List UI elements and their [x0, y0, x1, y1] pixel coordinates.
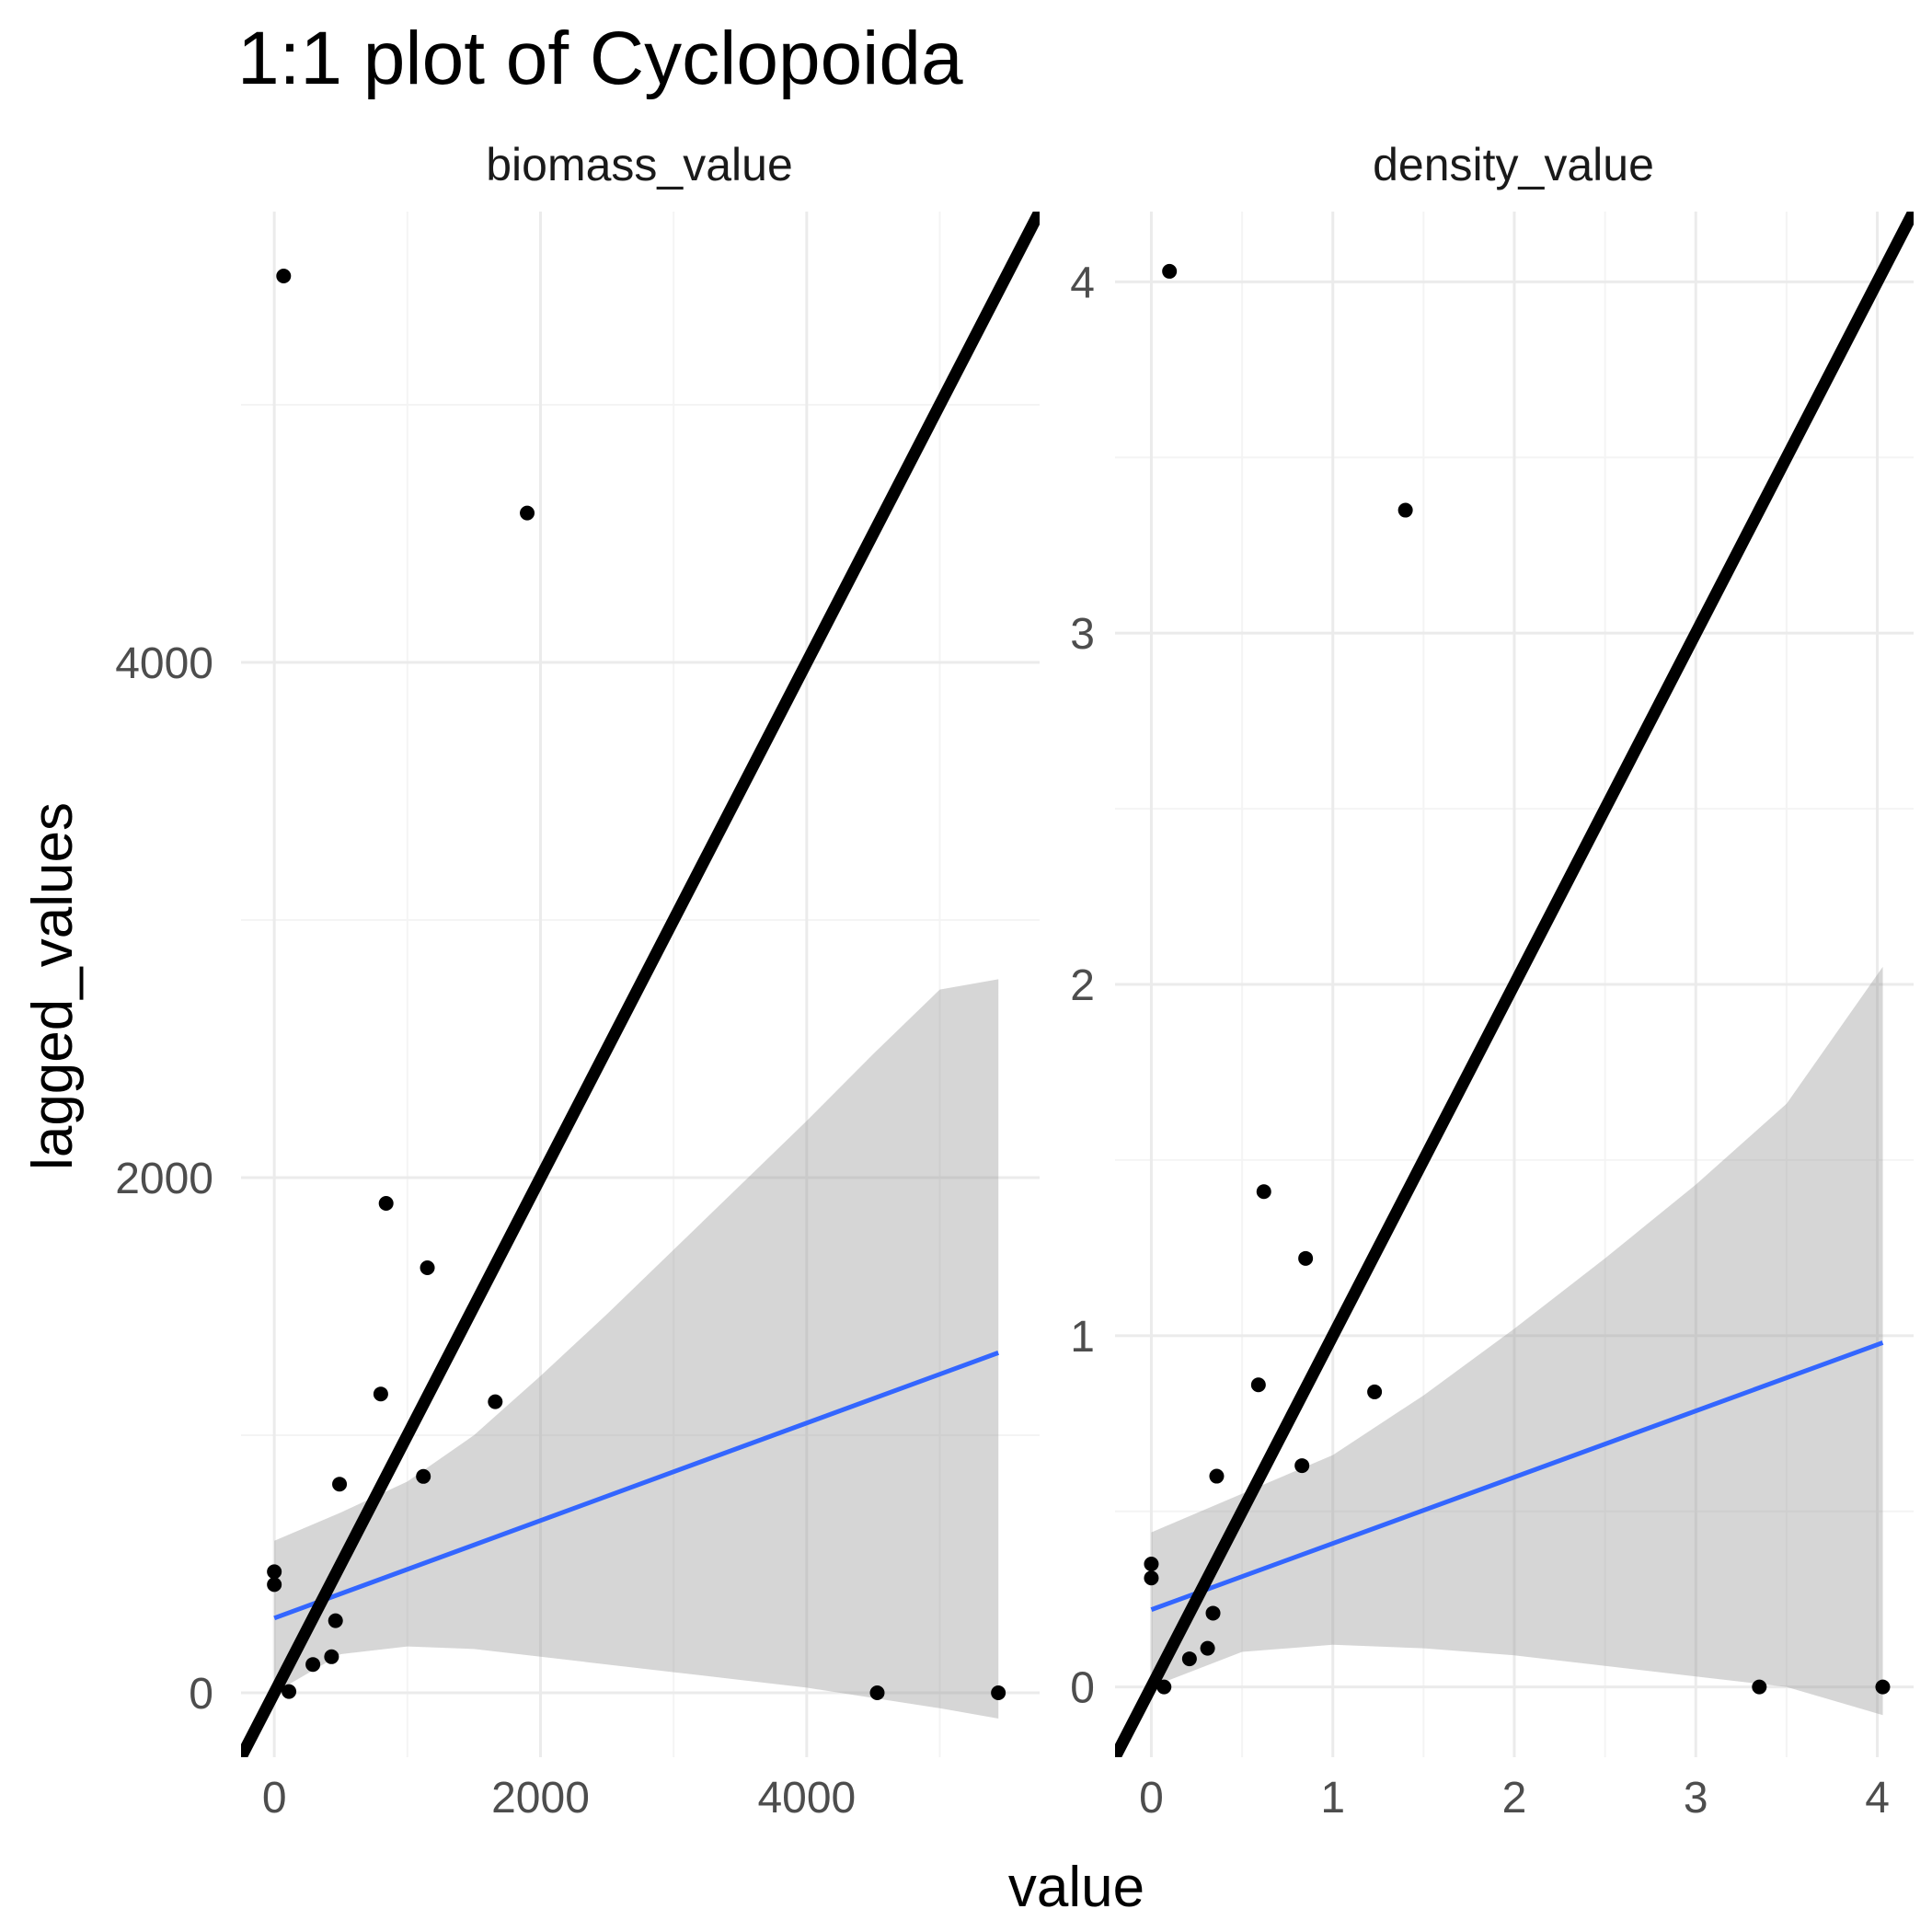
chart-title: 1:1 plot of Cyclopoida — [237, 17, 963, 100]
data-point — [1144, 1570, 1159, 1586]
data-point — [1256, 1184, 1271, 1200]
data-point — [991, 1685, 1006, 1700]
panel-density: 0 1 2 3 4 0 1 2 3 4 — [1070, 212, 1914, 1823]
fit-line — [273, 1351, 1000, 1621]
identity-line — [1115, 212, 1914, 1757]
data-point — [1367, 1384, 1383, 1399]
data-point — [1205, 1605, 1221, 1621]
x-tick-label: 4000 — [757, 1774, 856, 1823]
data-point — [1298, 1250, 1314, 1266]
identity-line — [241, 212, 1040, 1757]
data-point — [1162, 263, 1178, 279]
x-tick-label: 3 — [1684, 1774, 1708, 1823]
data-point — [267, 1564, 282, 1580]
data-point — [324, 1649, 339, 1664]
data-point — [1250, 1377, 1266, 1393]
data-point — [1294, 1458, 1310, 1474]
x-tick-label: 2 — [1502, 1774, 1527, 1823]
data-point — [420, 1260, 435, 1275]
y-tick-label: 2000 — [115, 1155, 213, 1203]
data-point — [1156, 1679, 1172, 1695]
x-tick-label: 0 — [262, 1774, 287, 1823]
data-point — [305, 1657, 321, 1673]
confidence-ribbon — [274, 979, 999, 1719]
data-point — [1200, 1640, 1215, 1656]
plot-area — [241, 212, 1040, 1757]
data-point — [1752, 1679, 1767, 1695]
x-axis-title: value — [1008, 1856, 1144, 1919]
y-tick-label: 4 — [1070, 259, 1095, 307]
x-tick-label: 1 — [1320, 1774, 1345, 1823]
data-point — [1144, 1557, 1159, 1571]
data-point — [1397, 502, 1413, 518]
data-point — [1181, 1651, 1197, 1667]
panel-biomass: 0 2000 4000 0 2000 4000 — [115, 212, 1040, 1823]
data-point — [416, 1468, 431, 1484]
fit-line — [1150, 1340, 1884, 1612]
confidence-ribbon — [1151, 966, 1883, 1716]
data-point — [276, 269, 292, 283]
data-point — [520, 505, 535, 521]
plot-area — [1115, 212, 1914, 1757]
data-point — [332, 1477, 348, 1492]
data-point — [378, 1196, 394, 1211]
data-point — [373, 1386, 388, 1402]
y-tick-label: 1 — [1070, 1313, 1095, 1362]
x-tick-label: 4 — [1865, 1774, 1890, 1823]
x-tick-label: 0 — [1139, 1774, 1164, 1823]
data-point — [488, 1394, 503, 1409]
data-point — [869, 1685, 885, 1700]
panel-strip-density: density_value — [1373, 139, 1654, 190]
data-point — [328, 1613, 343, 1628]
y-tick-label: 3 — [1070, 610, 1095, 659]
y-tick-label: 4000 — [115, 639, 213, 688]
data-point — [267, 1577, 282, 1593]
data-point — [1209, 1468, 1225, 1484]
y-tick-label: 0 — [1070, 1664, 1095, 1713]
x-tick-label: 2000 — [491, 1774, 590, 1823]
data-point — [1875, 1679, 1891, 1695]
y-tick-label: 2 — [1070, 961, 1095, 1010]
y-axis-title: lagged_values — [21, 802, 85, 1170]
y-tick-label: 0 — [189, 1670, 213, 1719]
data-point — [282, 1684, 297, 1699]
panel-strip-biomass: biomass_value — [486, 139, 793, 190]
